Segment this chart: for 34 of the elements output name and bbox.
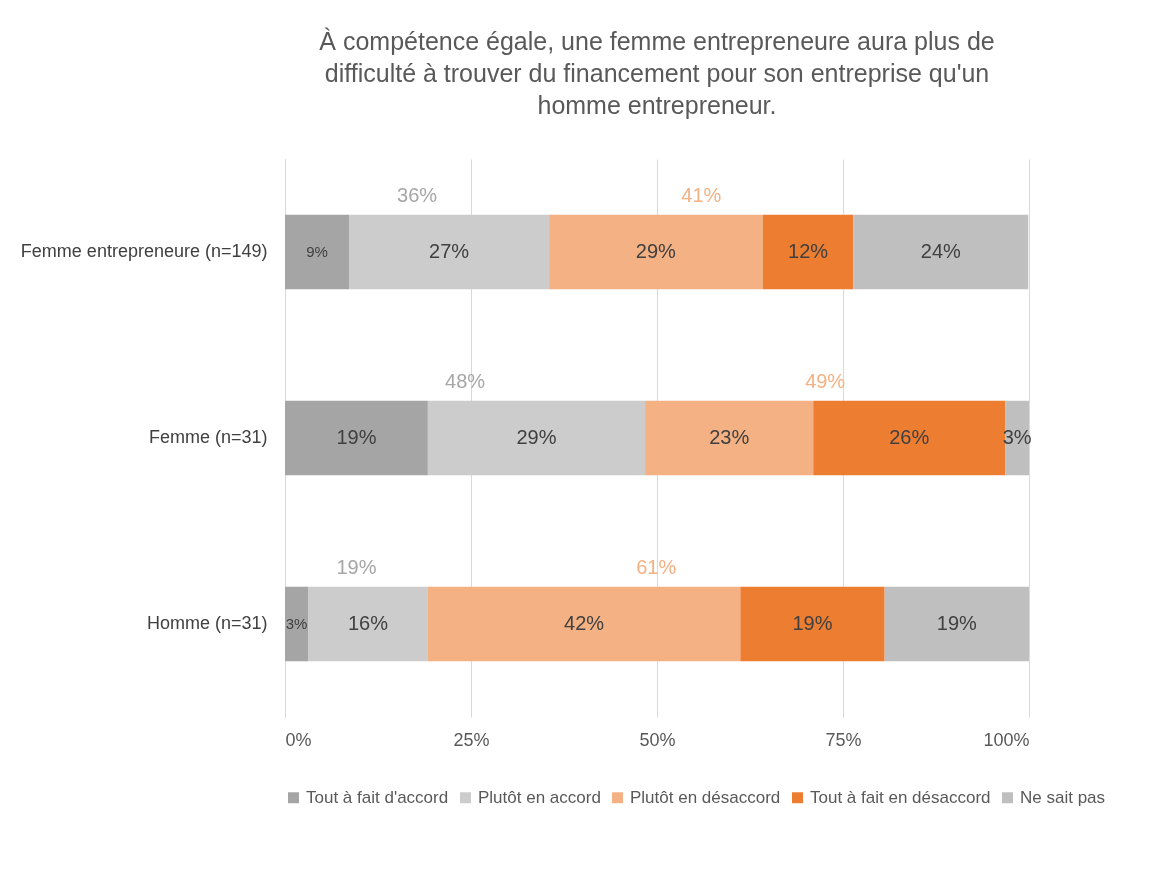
- annotation: 41%: [681, 184, 722, 206]
- legend-label: Ne sait pas: [1020, 787, 1106, 807]
- data-label: 26%: [889, 426, 930, 448]
- y-tick-label: Femme entrepreneure (n=149): [20, 241, 268, 261]
- legend-label: Plutôt en désaccord: [630, 787, 781, 807]
- legend-label: Plutôt en accord: [478, 787, 601, 807]
- annotation: 49%: [805, 370, 846, 392]
- data-label: 19%: [336, 426, 377, 448]
- annotation: 36%: [397, 184, 438, 206]
- data-label: 23%: [709, 426, 750, 448]
- data-label: 19%: [936, 612, 978, 634]
- data-label: 19%: [792, 612, 833, 634]
- annotation: 19%: [336, 556, 377, 578]
- x-tick-label: 100%: [983, 729, 1030, 750]
- annotation: 48%: [445, 370, 486, 392]
- x-tick-label: 25%: [453, 729, 490, 750]
- data-label: 24%: [920, 240, 962, 262]
- data-label: 27%: [429, 240, 470, 262]
- data-label: 29%: [635, 240, 677, 262]
- x-tick-label: 0%: [285, 729, 312, 750]
- data-label: 9%: [306, 243, 328, 260]
- chart-title: À compétence égale, une femme entrepreneure aura plus de difficulté à trouver du financement pour son entreprise qu'un homme entrepreneur.: [319, 27, 995, 119]
- x-tick-label: 75%: [825, 729, 862, 750]
- data-label: 12%: [788, 240, 829, 262]
- y-tick-label: Homme (n=31): [146, 613, 268, 633]
- data-label: 42%: [564, 612, 605, 634]
- annotation: 61%: [636, 556, 677, 578]
- y-tick-label: Femme (n=31): [148, 427, 268, 447]
- x-tick-label: 50%: [639, 729, 676, 750]
- data-label: 29%: [516, 426, 557, 448]
- data-label: 16%: [347, 612, 389, 634]
- legend-label: Tout à fait d'accord: [306, 787, 449, 807]
- data-label: 3%: [285, 615, 308, 632]
- legend-label: Tout à fait en désaccord: [810, 787, 991, 807]
